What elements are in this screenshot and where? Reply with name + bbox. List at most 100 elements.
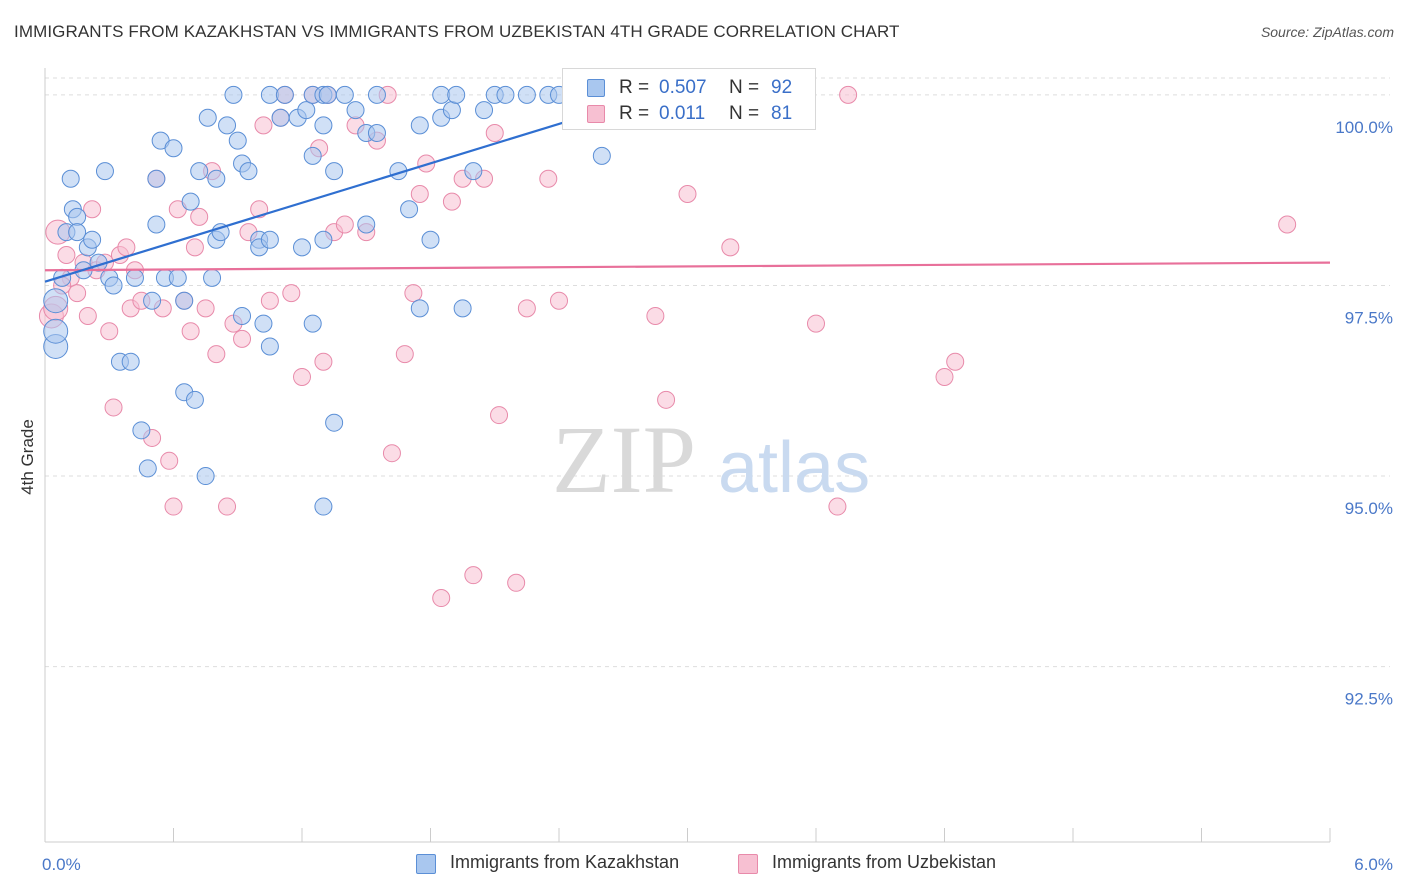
data-point (721, 238, 740, 257)
data-point (218, 116, 237, 135)
data-point (43, 318, 69, 344)
data-point (138, 459, 157, 478)
legend-n-value: 81 (771, 103, 793, 124)
trend-line-uzbekistan (44, 261, 1331, 272)
bottom-legend-label-uzbekistan: Immigrants from Uzbekistan (772, 852, 997, 872)
data-point (395, 345, 414, 364)
data-point (807, 314, 825, 333)
data-point (357, 215, 376, 234)
data-point (61, 169, 80, 188)
data-point (421, 230, 440, 249)
legend-n-value: 92 (771, 77, 793, 98)
data-point (432, 85, 451, 104)
data-point (190, 207, 209, 226)
data-point (175, 291, 194, 310)
data-point (100, 322, 119, 341)
data-point (314, 497, 333, 516)
data-point (404, 284, 423, 303)
data-point (68, 284, 87, 303)
data-point (410, 184, 429, 203)
data-point (271, 108, 290, 127)
data-point (275, 85, 294, 104)
legend-r-label: R = (619, 77, 650, 98)
data-point (68, 223, 87, 242)
data-point (293, 367, 311, 386)
data-point (517, 85, 536, 104)
data-point (168, 268, 187, 287)
data-point (335, 85, 354, 104)
data-point (218, 497, 237, 516)
bottom-legend-label-kazakhstan: Immigrants from Kazakhstan (450, 852, 680, 872)
data-point (335, 215, 354, 234)
data-point (946, 352, 965, 371)
data-point (282, 284, 301, 303)
data-point (181, 192, 200, 211)
data-point (164, 139, 183, 158)
data-point (464, 566, 483, 585)
data-point (442, 101, 461, 120)
data-point (147, 215, 166, 234)
data-point (228, 131, 247, 150)
data-point (190, 162, 209, 181)
data-point (239, 162, 258, 181)
data-point (432, 589, 451, 608)
data-point (447, 85, 466, 104)
data-point (121, 352, 140, 371)
data-point (196, 467, 215, 486)
data-point (260, 230, 279, 249)
data-point (104, 276, 123, 295)
data-point (185, 390, 204, 409)
y-tick-label: 100.0% (1335, 118, 1393, 137)
legend-row-kazakhstan: R = 0.507 N = 92 (563, 75, 815, 103)
data-point (507, 573, 526, 592)
legend-swatch-kazakhstan (587, 79, 605, 97)
data-point (410, 299, 429, 318)
data-point (43, 288, 69, 314)
data-point (254, 314, 273, 333)
watermark-atlas: atlas (718, 428, 870, 508)
data-point (303, 314, 322, 333)
legend-r-label: R = (619, 103, 650, 124)
legend-r-value: 0.507 (659, 77, 707, 98)
y-tick-label: 92.5% (1345, 690, 1393, 709)
data-point (293, 238, 311, 257)
data-point (132, 421, 151, 440)
data-point (143, 291, 162, 310)
data-point (68, 207, 87, 226)
legend-n-label: N = (729, 103, 760, 124)
data-point (211, 223, 230, 242)
data-point (592, 146, 611, 165)
data-point (224, 85, 243, 104)
data-point (475, 101, 494, 120)
data-point (839, 85, 858, 104)
x-tick-label: 6.0% (1354, 855, 1393, 874)
bottom-legend-swatch-uzbekistan (738, 854, 758, 874)
data-point (485, 123, 504, 142)
data-point (198, 108, 217, 127)
data-point (233, 329, 252, 348)
data-point (410, 116, 429, 135)
data-point (78, 306, 97, 325)
data-point (678, 184, 697, 203)
watermark-zip: ZIP (552, 406, 696, 513)
data-point (203, 268, 222, 287)
watermark: ZIP atlas (552, 406, 870, 513)
data-point (464, 162, 483, 181)
data-point (181, 322, 200, 341)
data-point (196, 299, 215, 318)
data-point (83, 200, 102, 219)
data-point (490, 406, 509, 425)
bottom-legend-swatch-kazakhstan (416, 854, 436, 874)
data-point (442, 192, 461, 211)
data-point (382, 444, 401, 463)
data-point (325, 413, 344, 432)
data-point (260, 291, 279, 310)
data-point (260, 337, 279, 356)
correlation-legend: R = 0.507 N = 92 R = 0.011 N = 81 (562, 68, 816, 130)
data-point (318, 85, 337, 104)
data-point (517, 299, 536, 318)
data-point (185, 238, 204, 257)
y-tick-label: 95.0% (1345, 499, 1393, 518)
legend-row-uzbekistan: R = 0.011 N = 81 (563, 101, 815, 129)
